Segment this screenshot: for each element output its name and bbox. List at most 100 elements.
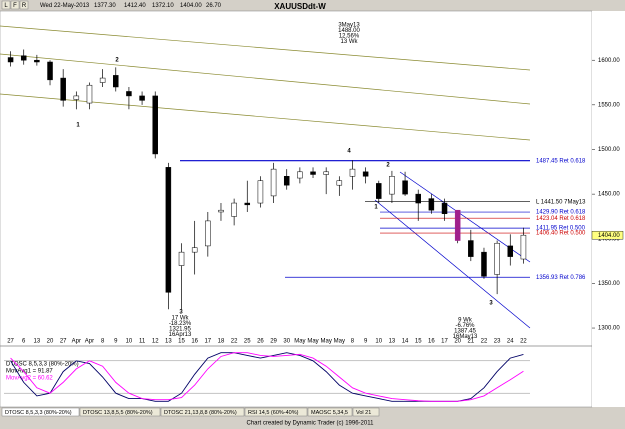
channel-top [0, 25, 531, 71]
candle-body [494, 242, 500, 275]
x-tick-label: 12 [152, 339, 159, 345]
y-tick-label: 1600.00 [598, 58, 620, 64]
x-tick-label: 25 [244, 339, 251, 345]
candle-body [520, 234, 527, 260]
annotation: 1321.95 [169, 327, 191, 333]
channel-mid [0, 53, 531, 105]
tab-label[interactable]: MAOSC 5,34,5 [311, 410, 348, 416]
wave-label: 3 [179, 310, 183, 316]
tab-label[interactable]: Vol 21 [356, 410, 371, 416]
x-tick-label: 9 [114, 339, 118, 345]
candle-body [126, 91, 132, 97]
x-tick-label: 17 [441, 339, 448, 345]
candle-body [454, 209, 461, 241]
candle-body [257, 180, 264, 204]
candle-body [139, 95, 145, 101]
x-tick-label: 20 [47, 339, 54, 345]
level-label: 1487.45 Ret 0.618 [536, 158, 586, 164]
wave-label: 2 [386, 163, 390, 169]
level-label: 1429.90 Ret 0.618 [536, 210, 586, 216]
y-tick-label: 1300.00 [598, 326, 620, 332]
x-tick-label: 14 [402, 339, 409, 345]
candle-body [283, 176, 290, 186]
x-tick-label: 10 [126, 339, 133, 345]
footer: Chart created by Dynamic Trader (c) 1996… [247, 421, 375, 427]
candle-body [310, 171, 316, 175]
x-tick-label: 30 [283, 339, 290, 345]
candle-body [349, 168, 356, 177]
tab[interactable] [79, 407, 161, 417]
x-tick-label: 13 [165, 339, 172, 345]
annotation: 13 Wk [340, 39, 358, 45]
x-tick-label: May [294, 339, 305, 345]
tab[interactable] [1, 407, 80, 417]
tab-label[interactable]: RSI 14,5 (60%-40%) [248, 410, 299, 416]
x-tick-label: 16 [428, 339, 435, 345]
header-button-label[interactable]: L [4, 3, 8, 9]
x-tick-label: 26 [257, 339, 264, 345]
candle-body [336, 180, 343, 186]
header-change: 26.70 [206, 3, 222, 9]
tab[interactable] [244, 407, 308, 417]
level-label: L 1441.50 7May13 [536, 199, 586, 205]
last-price-label: 1404.00 [598, 233, 620, 239]
candle-body [389, 176, 395, 195]
header-button[interactable] [10, 0, 20, 10]
header-high: 1412.40 [124, 3, 146, 9]
annotation: 16May13 [453, 334, 478, 340]
annotation: 1387.45 [454, 329, 476, 335]
tab-label[interactable]: DTOSC 21,13,8,8 (80%-20%) [164, 410, 237, 416]
candle-body [323, 171, 329, 175]
candle-body [376, 183, 382, 199]
candle-body [244, 202, 251, 206]
tab-label[interactable]: DTOSC 8,5,3,3 (80%-20%) [5, 410, 72, 416]
candle-body [481, 251, 487, 277]
header-close: 1404.00 [180, 3, 202, 9]
candle-body [402, 180, 408, 195]
x-tick-label: 13 [34, 339, 41, 345]
x-tick-label: 8 [101, 339, 105, 345]
header-button-label[interactable]: R [22, 3, 27, 9]
annotation: 9 Wk [458, 318, 473, 324]
candle-body [73, 95, 80, 100]
candle-body [270, 168, 277, 197]
annotation: 17 Wk [171, 316, 189, 322]
y-tick-label: 1350.00 [598, 281, 620, 287]
x-tick-label: May [307, 339, 318, 345]
header-open: 1377.30 [94, 3, 116, 9]
tab[interactable] [160, 407, 245, 417]
header-button[interactable] [19, 0, 29, 10]
x-tick-label: 11 [139, 339, 146, 345]
x-tick-label: 27 [7, 339, 14, 345]
wave-label: 4 [347, 149, 351, 155]
header-button[interactable] [1, 0, 11, 10]
tab-label[interactable]: DTOSC 13,8,5,5 (80%-20%) [83, 410, 153, 416]
annotation: -6.76% [455, 323, 475, 329]
candle-body [297, 171, 303, 179]
candle-body [7, 57, 14, 63]
candle-body [178, 251, 185, 266]
candle-body [152, 95, 158, 155]
x-tick-label: 15 [178, 339, 185, 345]
level-label: 1411.95 Ret 0.500 [536, 226, 586, 232]
candle-body [191, 247, 198, 253]
level-label: 1356.93 Ret 0.786 [536, 275, 586, 281]
candle-body [113, 75, 119, 88]
x-tick-label: 8 [351, 339, 355, 345]
x-tick-label: 23 [494, 339, 501, 345]
wave-label: 1 [374, 205, 378, 211]
wave-label: 1 [76, 123, 80, 129]
candle-body [99, 77, 106, 83]
tab[interactable] [352, 407, 380, 417]
tab[interactable] [307, 407, 353, 417]
candle-body [441, 202, 448, 215]
osc-legend: MovAvg1 = 91.87 [6, 369, 53, 375]
candle-body [468, 240, 474, 257]
candle-body [415, 193, 421, 204]
chart-title: XAUUSDdt-W [274, 2, 326, 11]
channel-lower [374, 199, 531, 329]
candle-body [428, 198, 435, 211]
candle-body [231, 202, 237, 217]
header-button-label[interactable]: F [13, 3, 17, 9]
